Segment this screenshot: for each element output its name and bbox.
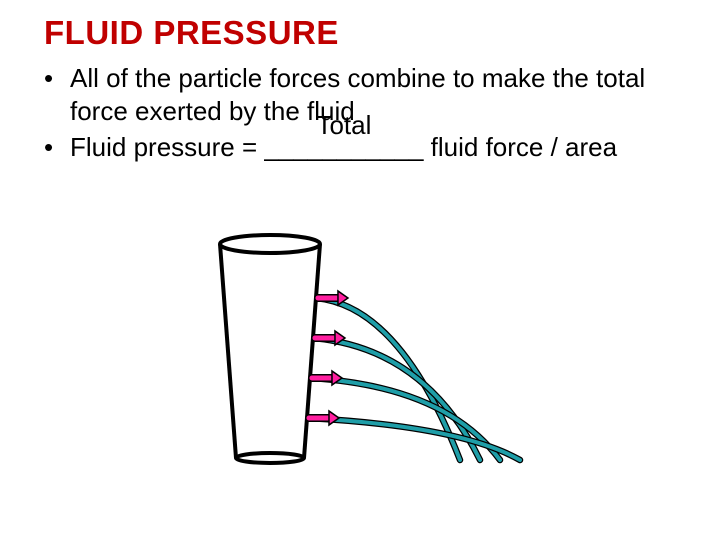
bullet-item: Fluid pressure = Total___________ fluid … xyxy=(40,131,680,164)
bullet-prefix: Fluid pressure = xyxy=(70,132,264,162)
bullet-list: All of the particle forces combine to ma… xyxy=(40,62,680,168)
blank-answer: Total xyxy=(264,109,423,142)
slide-title: FLUID PRESSURE xyxy=(44,14,339,52)
slide: FLUID PRESSURE All of the particle force… xyxy=(0,0,720,540)
fill-in-blank: Total___________ xyxy=(264,131,423,164)
cup-diagram xyxy=(190,226,530,506)
bullet-suffix: fluid force / area xyxy=(423,132,617,162)
